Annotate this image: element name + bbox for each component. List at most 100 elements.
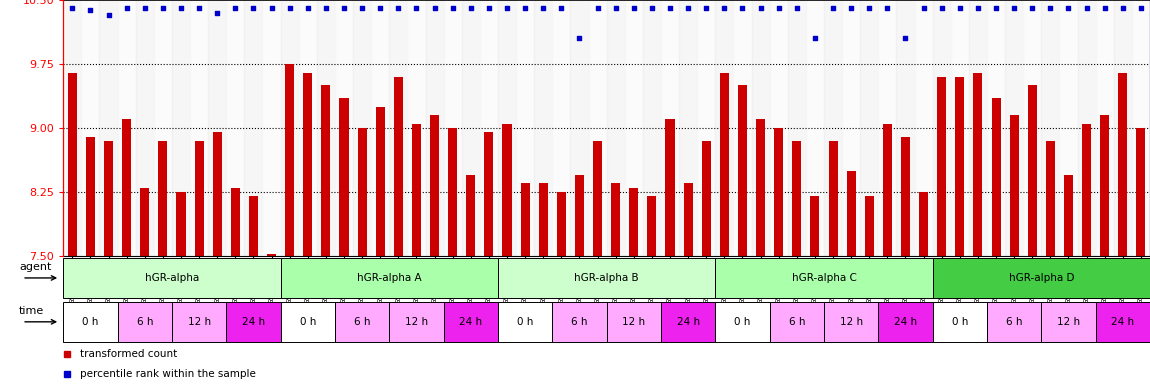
Point: [281, 5, 299, 11]
Bar: [593, 141, 603, 256]
Point: [498, 5, 516, 11]
Bar: [190, 0, 208, 256]
Point: [968, 5, 987, 11]
Bar: [1042, 302, 1096, 342]
Bar: [823, 0, 842, 256]
Point: [734, 5, 752, 11]
Bar: [63, 302, 117, 342]
Bar: [1024, 0, 1042, 256]
Bar: [444, 0, 462, 256]
Bar: [860, 0, 879, 256]
Bar: [752, 0, 769, 256]
Bar: [100, 0, 117, 256]
Bar: [227, 302, 281, 342]
Bar: [63, 0, 82, 256]
Bar: [991, 98, 1000, 256]
Point: [82, 7, 100, 13]
Bar: [498, 258, 715, 298]
Bar: [371, 0, 389, 256]
Point: [444, 5, 462, 11]
Bar: [919, 192, 928, 256]
Bar: [769, 302, 823, 342]
Point: [461, 5, 480, 11]
Point: [987, 5, 1005, 11]
Point: [661, 5, 680, 11]
Point: [262, 5, 281, 11]
Point: [769, 5, 788, 11]
Bar: [335, 302, 389, 342]
Text: 6 h: 6 h: [1006, 317, 1022, 327]
Text: 0 h: 0 h: [300, 317, 316, 327]
Text: 6 h: 6 h: [137, 317, 153, 327]
Point: [823, 5, 842, 11]
Point: [806, 35, 825, 41]
Point: [480, 5, 498, 11]
Bar: [806, 0, 823, 256]
Bar: [480, 0, 498, 256]
Bar: [335, 0, 353, 256]
Bar: [1114, 0, 1132, 256]
Text: transformed count: transformed count: [79, 349, 177, 359]
Point: [933, 5, 951, 11]
Point: [1024, 5, 1042, 11]
Bar: [104, 141, 113, 256]
Text: hGR-alpha D: hGR-alpha D: [1009, 273, 1074, 283]
Bar: [715, 0, 734, 256]
Bar: [738, 85, 748, 256]
Bar: [285, 64, 294, 256]
Bar: [407, 0, 426, 256]
Bar: [213, 132, 222, 256]
Point: [171, 5, 190, 11]
Bar: [281, 258, 498, 298]
Bar: [1101, 115, 1110, 256]
Bar: [262, 0, 281, 256]
Bar: [900, 137, 910, 256]
Text: 24 h: 24 h: [242, 317, 264, 327]
Bar: [448, 128, 458, 256]
Bar: [968, 0, 987, 256]
Point: [624, 5, 643, 11]
Point: [371, 5, 390, 11]
Bar: [756, 119, 765, 256]
Bar: [498, 0, 516, 256]
Bar: [1028, 85, 1037, 256]
Bar: [1118, 73, 1127, 256]
Point: [589, 5, 607, 11]
Bar: [1059, 0, 1078, 256]
Point: [99, 12, 117, 18]
Point: [335, 5, 353, 11]
Point: [643, 5, 661, 11]
Point: [1096, 5, 1114, 11]
Bar: [63, 258, 281, 298]
Bar: [1064, 175, 1073, 256]
Point: [697, 5, 715, 11]
Bar: [933, 258, 1150, 298]
Bar: [122, 119, 131, 256]
Text: 0 h: 0 h: [83, 317, 99, 327]
Text: 24 h: 24 h: [1111, 317, 1134, 327]
Bar: [503, 124, 512, 256]
Bar: [842, 0, 860, 256]
Text: 0 h: 0 h: [518, 317, 534, 327]
Bar: [624, 0, 643, 256]
Bar: [267, 254, 276, 256]
Point: [389, 5, 407, 11]
Bar: [666, 119, 675, 256]
Point: [751, 5, 769, 11]
Bar: [498, 302, 552, 342]
Bar: [1045, 141, 1055, 256]
Text: 24 h: 24 h: [459, 317, 482, 327]
Text: 12 h: 12 h: [187, 317, 210, 327]
Bar: [176, 192, 185, 256]
Bar: [389, 302, 444, 342]
Bar: [643, 0, 661, 256]
Point: [154, 5, 172, 11]
Bar: [557, 192, 566, 256]
Point: [299, 5, 317, 11]
Bar: [82, 0, 100, 256]
Bar: [774, 128, 783, 256]
Bar: [661, 302, 715, 342]
Bar: [538, 184, 547, 256]
Bar: [389, 0, 407, 256]
Bar: [1136, 128, 1145, 256]
